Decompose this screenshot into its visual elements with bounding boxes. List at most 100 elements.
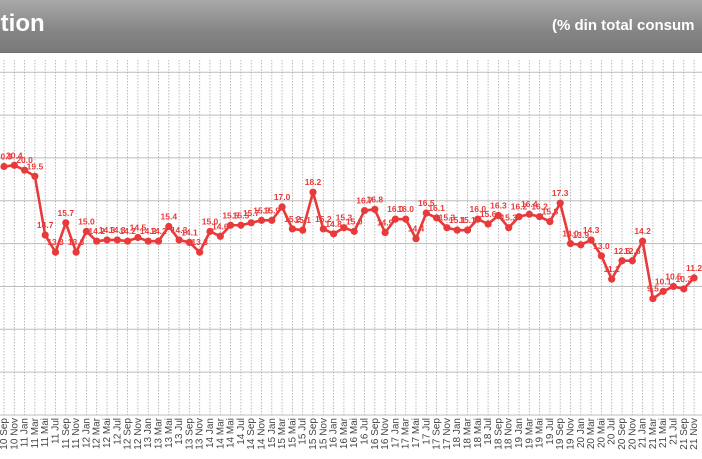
data-point [587,236,595,244]
data-point [268,216,276,224]
x-tick-label: 14 Mai [226,418,237,448]
data-point [422,209,430,217]
data-point [227,221,235,229]
x-tick-label: 20 Jan [576,418,587,448]
data-point [680,285,688,293]
x-tick-label: 11 Sep [61,418,72,449]
x-tick-label: 19 Sep [555,418,566,450]
x-tick-label: 15 Jan [267,418,278,448]
data-label: 15.5 [222,210,239,220]
x-tick-label: 20 Sep [617,418,628,450]
data-point [247,219,255,227]
data-label: 15.0 [78,216,95,226]
data-label: 17.3 [552,188,569,198]
x-tick-label: 21 Jan [638,418,649,448]
data-label: 11.1 [604,264,620,274]
x-tick-label: 16 Mar [339,417,350,449]
data-point [82,227,90,235]
data-label: 16.2 [531,202,548,212]
x-axis-ticks: 10 Sep 10 Nov 11 Jan 11 Mar 11 Mai 11 Jul 11 S… [0,417,700,449]
data-label: 16.0 [397,204,414,214]
data-label: 15.8 [542,207,559,217]
x-tick-label: 15 Sep [308,418,319,450]
data-label: 13.0 [593,241,610,251]
chart-header: ution (% din total consum [0,0,702,53]
data-point [309,188,317,196]
data-label: 14.2 [140,226,157,236]
x-tick-label: 19 Mar [524,417,535,449]
data-label: 15.0 [202,216,219,226]
data-point [21,166,29,174]
x-tick-label: 12 Mar [92,417,103,449]
data-point [175,236,183,244]
data-point [31,172,39,180]
data-point [669,282,678,291]
data-label: 14.8 [325,219,342,229]
data-label: 9.5 [647,284,659,294]
data-point [494,211,502,220]
data-point [165,222,173,231]
data-point [360,206,369,215]
data-point [402,215,410,223]
x-tick-label: 16 Jul [360,418,371,445]
x-tick-label: 16 Jan [329,418,340,448]
data-point [556,199,564,207]
data-point [41,231,49,239]
x-tick-label: 17 Mai [411,418,422,448]
x-tick-label: 17 Mar [401,417,412,449]
x-tick-label: 15 Nov [318,418,329,450]
data-label: 16.7 [356,196,373,206]
data-point [0,162,8,171]
x-tick-label: 15 Mar [277,417,288,449]
data-point [577,241,585,249]
data-label: 16.0 [387,204,404,214]
data-point [10,161,18,169]
chart-title: ution [0,10,45,37]
x-tick-label: 13 Mar [154,417,165,449]
x-tick-label: 20 Mai [596,418,607,448]
data-label: 15.6 [480,209,497,219]
data-label: 19.5 [27,161,44,171]
x-tick-label: 19 Nov [566,418,577,450]
data-point [381,229,389,237]
data-point [628,257,636,265]
x-tick-label: 17 Nov [442,418,453,450]
data-point [185,238,193,246]
x-tick-label: 12 Jul [112,418,123,445]
x-tick-label: 14 Sep [246,418,257,450]
data-label: 14.4 [408,224,425,234]
data-point [618,257,626,265]
data-label: 16.2 [511,202,528,212]
data-label: 12.6 [624,246,641,256]
data-point [474,215,482,223]
data-point [515,213,523,221]
x-tick-label: 19 Mai [535,418,546,448]
data-label: 16.5 [418,198,435,208]
data-point [350,227,358,235]
data-label: 14.7 [37,220,54,230]
data-point [371,205,379,213]
x-tick-label: 13 Jan [143,418,154,448]
data-label: 16.1 [428,203,445,213]
data-label: 15.9 [264,205,281,215]
data-point [113,236,121,244]
x-tick-label: 13 Nov [195,418,206,450]
data-label: 15.4 [161,211,178,221]
data-label: 15.3 [500,213,517,223]
data-point [566,240,575,248]
data-label: 14.2 [119,226,136,236]
data-label: 14.3 [583,225,600,235]
data-label: 15.7 [58,208,75,218]
data-point [144,237,152,245]
data-label: 15.1 [449,215,466,225]
data-label: 14.9 [377,218,394,228]
x-tick-label: 11 Mar [30,417,41,448]
x-tick-label: 19 Jan [514,418,525,448]
x-tick-label: 21 Jul [669,418,680,445]
data-point [319,225,327,233]
data-point [196,248,204,256]
x-tick-label: 20 Jul [607,418,618,445]
x-tick-label: 12 Jan [81,418,92,448]
x-tick-label: 13 Mai [164,418,175,448]
